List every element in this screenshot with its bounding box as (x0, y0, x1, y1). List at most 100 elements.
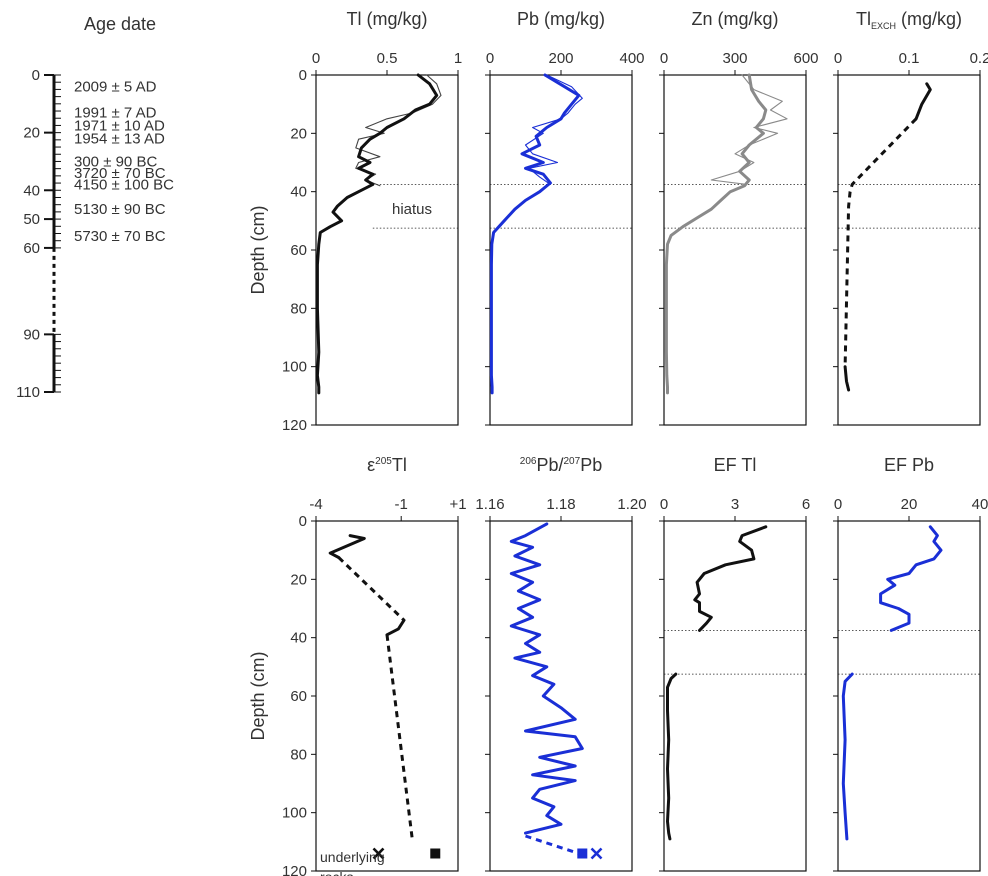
panel-title: 206Pb/207Pb (520, 455, 602, 475)
marker-square (577, 848, 588, 859)
panel-5: 206Pb/207Pb 1.16 1.18 1.20 (475, 455, 647, 872)
series-line-1 (315, 73, 439, 395)
panel-frame (663, 520, 807, 872)
age-depth-label: 90 (23, 326, 40, 343)
x-tick-label: 0.5 (377, 50, 398, 67)
y-tick-label: 100 (282, 359, 307, 376)
panel-4: ε205Tl -4 -1 +1 0 20 40 60 80 100 120 (282, 455, 467, 876)
marker-x (372, 847, 385, 860)
title-suffix: Tl (392, 455, 407, 475)
title-subscript: EXCH (871, 21, 896, 31)
series-line-0 (914, 82, 932, 121)
x-tick-label: 1.16 (475, 496, 504, 513)
panel-title: TlEXCH (mg/kg) (856, 9, 962, 31)
x-tick-label: 3 (731, 496, 739, 513)
x-tick-label: 20 (901, 496, 918, 513)
series-line-1 (525, 834, 580, 855)
panel-title: EF Tl (714, 455, 757, 475)
title-text: Pb/ (536, 455, 563, 475)
x-tick-label: 0 (834, 50, 842, 67)
series-line-1 (666, 672, 678, 841)
x-tick-label: 600 (793, 50, 818, 67)
x-tick-label: 400 (619, 50, 644, 67)
x-tick-label: 300 (722, 50, 747, 67)
x-tick-label: -4 (309, 496, 322, 513)
y-tick-label: 120 (282, 863, 307, 876)
annotation-underlying-rocks-line1: underlying (320, 849, 385, 865)
age-date-label: 5730 ± 70 BC (74, 228, 166, 245)
series-line-0 (524, 74, 583, 185)
y-tick-label: 0 (299, 513, 307, 530)
x-tick-label: 6 (802, 496, 810, 513)
x-tick-label: 200 (548, 50, 573, 67)
x-tick-label: +1 (449, 496, 466, 513)
panel-title: Pb (mg/kg) (517, 9, 605, 29)
age-scale-title: Age date (84, 14, 156, 34)
y-tick-label: 40 (290, 630, 307, 647)
x-tick-label: 0.2 (970, 50, 988, 67)
y-tick-label: 120 (282, 417, 307, 434)
series-line-2 (385, 618, 406, 637)
age-date-label: 4150 ± 100 BC (74, 176, 174, 193)
age-date-label: 1991 ± 7 AD (74, 104, 157, 121)
x-tick-label: 0.1 (899, 50, 920, 67)
series-line-0 (355, 74, 442, 187)
x-tick-label: 40 (972, 496, 988, 513)
panel-3: TlEXCH (mg/kg) 0 0.1 0.2 (833, 9, 988, 426)
x-tick-label: -1 (395, 496, 408, 513)
series-line-2 (843, 365, 851, 392)
annotation-hiatus: hiatus (392, 201, 432, 218)
panel-title: ε205Tl (367, 455, 407, 475)
age-depth-label: 40 (23, 182, 40, 199)
series-line-0 (693, 525, 768, 632)
y-tick-label: 80 (290, 746, 307, 763)
title-suffix: Pb (580, 455, 602, 475)
panel-title: EF Pb (884, 455, 934, 475)
panel-title: Tl (mg/kg) (347, 9, 428, 29)
series-line-1 (337, 556, 406, 622)
age-date-label: 3720 ± 70 BC (74, 165, 166, 182)
y-tick-label: 100 (282, 805, 307, 822)
x-tick-label: 0 (660, 496, 668, 513)
panel-2: Zn (mg/kg) 0 300 600 (659, 9, 819, 426)
marker-x (590, 847, 603, 860)
age-date-label: 5130 ± 90 BC (74, 201, 166, 218)
series-line-1 (841, 672, 854, 841)
x-tick-label: 1.18 (546, 496, 575, 513)
series-line-0 (509, 522, 584, 835)
x-tick-label: 0 (660, 50, 668, 67)
title-suffix: (mg/kg) (896, 9, 962, 29)
y-tick-label: 20 (290, 125, 307, 142)
series-line-1 (843, 117, 918, 367)
title-text: Tl (856, 9, 871, 29)
panel-1: Pb (mg/kg) 0 200 400 (485, 9, 645, 426)
age-date-label: 2009 ± 5 AD (74, 79, 157, 96)
series-line-1 (664, 73, 768, 395)
panel-0: Tl (mg/kg) 0 0.5 1 0 20 40 60 80 100 120 (282, 9, 462, 434)
title-superscript: 206 (520, 456, 537, 467)
y-axis-label: Depth (cm) (248, 205, 268, 294)
y-tick-label: 80 (290, 300, 307, 317)
panel-frame (315, 520, 459, 872)
y-tick-label: 40 (290, 184, 307, 201)
panel-7: EF Pb 0 20 40 (833, 455, 988, 872)
age-depth-label: 60 (23, 240, 40, 257)
y-tick-label: 20 (290, 571, 307, 588)
age-date-label: 1971 ± 10 AD (74, 117, 165, 134)
title-superscript: 207 (564, 456, 581, 467)
title-superscript: 205 (375, 456, 392, 467)
age-depth-label: 0 (32, 67, 40, 84)
panel-frame (663, 74, 807, 426)
x-tick-label: 1.20 (617, 496, 646, 513)
marker-square (430, 848, 441, 859)
age-depth-label: 110 (16, 384, 40, 401)
title-text: ε (367, 455, 375, 475)
age-date-label: 300 ± 90 BC (74, 153, 157, 170)
y-axis-label: Depth (cm) (248, 651, 268, 740)
x-tick-label: 1 (454, 50, 462, 67)
panel-frame (489, 74, 633, 426)
x-tick-label: 0 (312, 50, 320, 67)
y-tick-label: 60 (290, 688, 307, 705)
